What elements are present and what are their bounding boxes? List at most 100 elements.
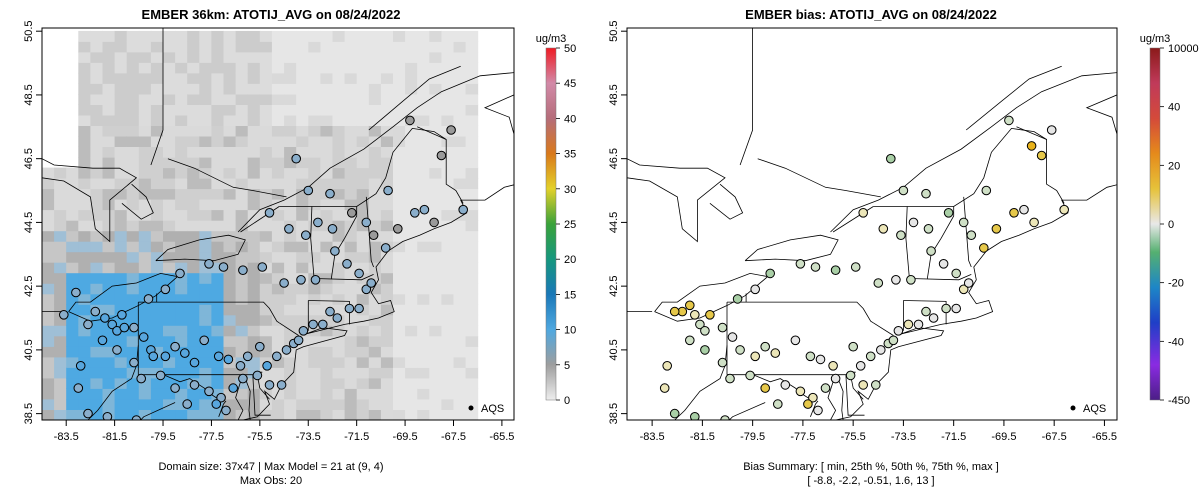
grid-cell (284, 146, 297, 158)
grid-cell (465, 188, 479, 200)
grid-cell (332, 94, 346, 105)
grid-cell (66, 356, 79, 368)
grid-cell (356, 262, 370, 274)
grid-cell (235, 178, 249, 190)
grid-cell (66, 199, 79, 211)
grid-cell (356, 136, 370, 147)
grid-cell (235, 115, 249, 126)
grid-cell (308, 167, 321, 179)
grid-cell (417, 251, 430, 263)
grid-cell (199, 199, 212, 211)
grid-cell (223, 346, 237, 358)
grid-cell (453, 251, 467, 263)
grid-cell (187, 367, 200, 379)
grid-cell (102, 209, 116, 221)
map-outline (156, 301, 280, 324)
grid-cell (163, 146, 176, 158)
map-outline (218, 400, 227, 417)
grid-cell (90, 115, 103, 126)
grid-cell (344, 62, 358, 74)
grid-cell (223, 51, 237, 63)
grid-cell (417, 136, 430, 147)
grid-cell (441, 41, 454, 53)
right-legend-label: AQS (1083, 403, 1106, 415)
grid-cell (138, 262, 152, 274)
grid-cell (344, 188, 358, 200)
grid-cell (284, 188, 297, 200)
grid-cell (453, 104, 467, 116)
grid-cell (368, 146, 382, 158)
station-marker (296, 275, 306, 285)
grid-cell (308, 283, 321, 295)
grid-cell (296, 251, 309, 263)
grid-cell (441, 283, 454, 295)
grid-cell (465, 72, 479, 84)
grid-cell (344, 125, 358, 137)
station-marker (669, 408, 680, 419)
grid-cell (271, 230, 285, 242)
grid-cell (235, 314, 249, 326)
grid-cell (259, 272, 273, 284)
grid-cell (417, 220, 430, 232)
left-legend-label: AQS (481, 403, 504, 415)
grid-cell (380, 335, 394, 347)
grid-cell (187, 115, 200, 126)
grid-cell (138, 356, 152, 368)
x-tick-label: -81.5 (102, 431, 127, 443)
grid-cell (54, 409, 67, 420)
grid-cell (417, 178, 430, 190)
station-marker (75, 361, 86, 371)
station-marker (979, 243, 989, 253)
station-marker (119, 322, 130, 333)
grid-cell (235, 409, 249, 420)
grid-cell (54, 199, 67, 211)
grid-cell (332, 230, 346, 242)
grid-cell (453, 335, 467, 347)
grid-cell (417, 209, 430, 221)
grid-cell (405, 104, 418, 116)
grid-cell (138, 178, 152, 190)
station-marker (888, 335, 899, 346)
station-marker (279, 278, 289, 288)
grid-cell (393, 367, 406, 379)
station-marker (138, 332, 149, 342)
grid-cell (175, 325, 188, 337)
grid-cell (54, 325, 67, 337)
model-grid (42, 30, 479, 420)
grid-cell (126, 30, 140, 42)
grid-cell (199, 41, 212, 53)
grid-cell (199, 262, 212, 274)
grid-cell (271, 51, 285, 63)
grid-cell (138, 167, 152, 179)
grid-cell (417, 272, 430, 284)
grid-cell (90, 199, 103, 211)
grid-cell (247, 94, 261, 105)
grid-cell (356, 94, 370, 105)
grid-cell (441, 230, 454, 242)
colorbar-tick-label: 20 (564, 254, 576, 266)
station-marker (943, 208, 954, 218)
grid-cell (175, 83, 188, 95)
grid-cell (380, 283, 394, 295)
grid-cell (54, 188, 67, 200)
grid-cell (223, 293, 237, 305)
grid-cell (223, 41, 237, 53)
grid-cell (380, 209, 394, 221)
grid-cell (199, 136, 212, 147)
grid-cell (296, 399, 309, 410)
grid-cell (405, 293, 418, 305)
grid-cell (199, 72, 212, 84)
grid-cell (453, 272, 467, 284)
grid-cell (126, 178, 140, 190)
station-marker (117, 310, 127, 320)
grid-cell (308, 335, 321, 347)
grid-cell (380, 115, 394, 126)
grid-cell (429, 409, 442, 420)
grid-cell (211, 83, 224, 95)
station-marker (129, 357, 139, 368)
station-marker (301, 230, 311, 240)
grid-cell (102, 356, 116, 368)
grid-cell (66, 209, 79, 221)
grid-cell (78, 83, 91, 95)
